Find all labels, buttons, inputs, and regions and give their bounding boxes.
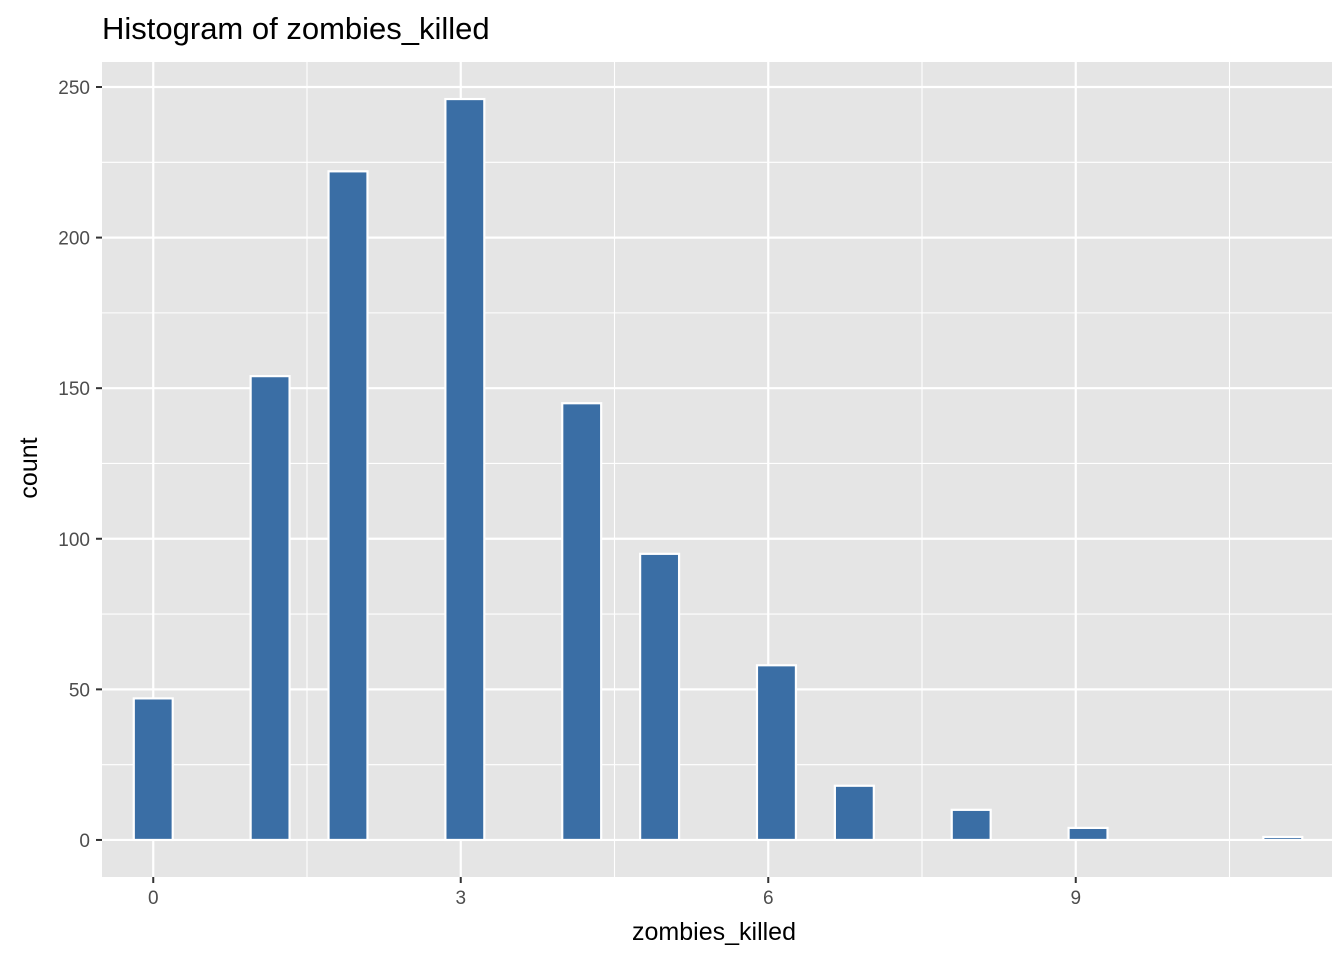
histogram-bar <box>1067 826 1109 842</box>
x-tick-label: 9 <box>1070 888 1081 909</box>
x-tick-label: 6 <box>763 888 774 909</box>
y-tick-label: 150 <box>58 379 90 400</box>
y-tick-label: 250 <box>58 78 90 99</box>
histogram-bar <box>950 808 992 842</box>
y-tick-label: 50 <box>69 680 90 701</box>
histogram-bar <box>755 664 798 842</box>
histogram-bar <box>561 402 603 842</box>
x-tick-label: 3 <box>455 888 466 909</box>
histogram-bar <box>327 170 369 842</box>
grid-minor <box>102 62 1332 877</box>
histogram-bar <box>132 697 174 842</box>
y-axis-ticks: 0 50 100 150 200 250 <box>58 78 102 852</box>
y-axis-title: count <box>15 437 43 498</box>
x-tick-label: 0 <box>148 888 159 909</box>
chart-title: Histogram of zombies_killed <box>102 11 490 46</box>
x-axis-title: zombies_killed <box>632 918 796 946</box>
y-tick-label: 100 <box>58 530 90 551</box>
y-tick-label: 200 <box>58 229 90 250</box>
y-tick-label: 0 <box>79 831 90 852</box>
histogram-bar <box>833 784 875 842</box>
x-axis-ticks: 0 3 6 9 <box>148 877 1081 909</box>
histogram-bar <box>639 552 681 842</box>
histogram-bar <box>1262 835 1304 842</box>
histogram-bar <box>444 97 486 842</box>
histogram-bar <box>249 375 291 842</box>
bars <box>132 97 1304 842</box>
